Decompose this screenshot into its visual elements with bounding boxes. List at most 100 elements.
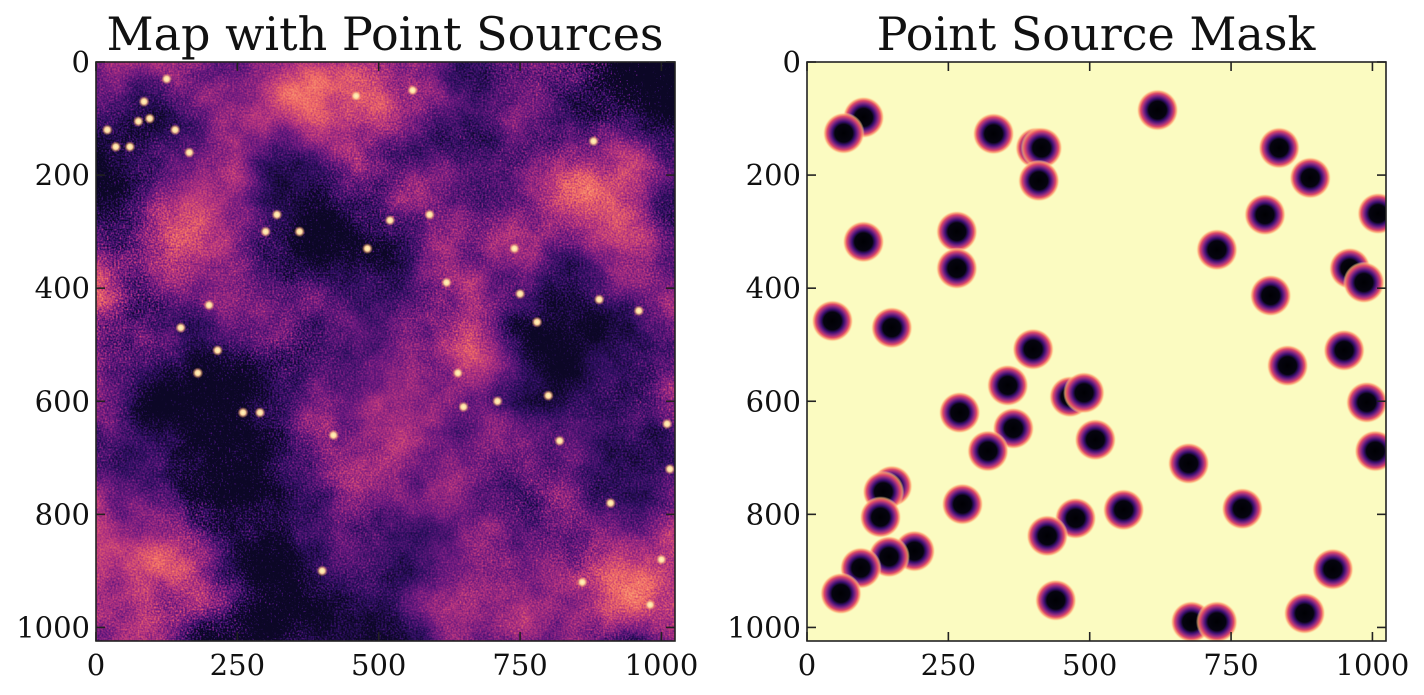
left-panel: Map with Point Sources 0 250 500 750 1000 0 20… [16,7,698,682]
y-tick-label: 1000 [727,610,801,644]
point-source-40 [644,599,656,611]
y-tick-label: 400 [35,271,90,305]
y-tick-label: 200 [35,158,90,192]
masked-source-13 [935,210,978,253]
point-source-8 [169,124,181,136]
point-source-35 [576,576,588,588]
left-map-image [96,62,675,641]
masked-source-48 [1283,592,1326,635]
point-source-28 [458,401,470,413]
point-source-19 [316,565,328,577]
right-panel: Point Source Mask 0 250 500 750 1000 0 200 400 6… [727,7,1409,682]
masked-source-11 [1243,193,1286,236]
point-source-41 [655,554,667,566]
masked-source-26 [1063,371,1106,414]
point-source-16 [260,226,272,238]
masked-source-14 [935,247,978,290]
point-source-6 [144,113,156,125]
masked-source-22 [1323,329,1366,372]
point-source-30 [508,243,520,255]
masked-source-30 [1074,418,1117,461]
masked-source-50 [1195,600,1238,641]
y-tick-label: 0 [783,45,801,79]
point-source-14 [254,407,266,419]
point-source-25 [424,209,436,221]
point-source-38 [605,497,617,509]
map-texture [96,62,675,641]
point-source-4 [132,115,144,127]
point-source-21 [350,90,362,102]
point-source-18 [294,226,306,238]
right-panel-title: Point Source Mask [877,7,1317,61]
x-tick-label: 500 [1062,648,1117,682]
point-source-15 [237,407,249,419]
point-source-42 [661,418,673,430]
masked-source-7 [1136,89,1179,132]
point-source-20 [327,429,339,441]
masked-source-28 [938,391,981,434]
masked-source-20 [870,306,913,349]
point-source-3 [110,141,122,153]
point-source-10 [203,299,215,311]
y-tick-label: 200 [746,158,801,192]
masked-source-6 [1017,159,1060,202]
masked-source-23 [1266,344,1309,387]
point-source-7 [161,73,173,85]
masked-source-8 [1258,126,1301,169]
masked-source-40 [1102,488,1145,531]
masked-source-9 [1289,156,1332,199]
masked-source-37 [1221,487,1264,530]
x-tick-label: 750 [1203,648,1258,682]
x-tick-label: 1000 [1336,648,1410,682]
masked-source-19 [811,299,854,342]
masked-source-5 [1020,126,1063,169]
point-source-22 [361,243,373,255]
masked-source-18 [1249,274,1292,317]
masked-source-41 [1026,514,1069,557]
x-tick-label: 0 [798,648,816,682]
point-source-31 [514,288,526,300]
x-tick-label: 250 [210,648,265,682]
point-source-34 [554,435,566,447]
point-source-1 [101,124,113,136]
point-source-32 [531,316,543,328]
masked-source-17 [1342,261,1385,304]
x-tick-label: 500 [351,648,406,682]
masked-source-24 [986,364,1029,407]
point-source-9 [183,146,195,158]
point-source-33 [542,390,554,402]
axes-frame [806,61,1387,642]
point-source-11 [175,322,187,334]
point-source-5 [138,96,150,108]
y-tick-label: 800 [746,497,801,531]
point-source-27 [452,367,464,379]
masked-source-36 [941,483,984,526]
masked-source-3 [972,112,1015,155]
x-tick-label: 750 [492,648,547,682]
point-source-43 [664,463,675,475]
y-tick-label: 0 [72,45,90,79]
masked-source-31 [966,430,1009,473]
masked-source-27 [1345,381,1386,424]
point-source-36 [588,135,600,147]
y-tick-label: 1000 [16,610,90,644]
right-axes: 0 250 500 750 1000 0 200 400 600 800 1000 [727,45,1409,682]
right-mask-image [807,62,1386,641]
masked-source-12 [842,220,885,263]
x-tick-label: 1000 [625,648,699,682]
y-tick-label: 800 [35,497,90,531]
point-source-2 [124,141,136,153]
x-tick-label: 250 [921,648,976,682]
masked-source-46 [819,572,862,615]
point-source-23 [384,214,396,226]
point-source-13 [212,344,224,356]
masked-source-33 [1167,442,1210,485]
axes-frame [95,61,676,642]
masked-source-47 [1034,579,1077,622]
masked-source-21 [1012,328,1055,371]
masked-source-32 [1354,430,1386,473]
masked-source-2 [822,112,865,155]
y-tick-label: 600 [35,384,90,418]
y-tick-label: 400 [746,271,801,305]
